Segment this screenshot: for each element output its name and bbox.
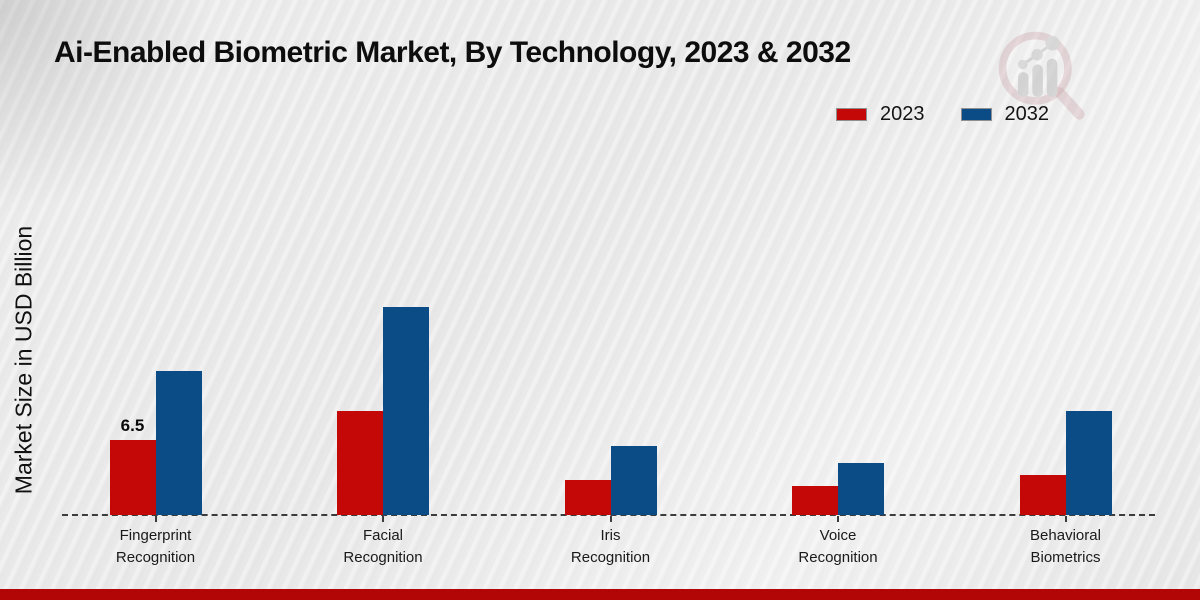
x-axis-tick <box>837 516 839 522</box>
category-label-iris-recognition: Iris Recognition <box>570 527 651 566</box>
category-label-fingerprint-recognition: Fingerprint Recognition <box>115 527 196 566</box>
bar-2023-behavioral-biometrics <box>1019 475 1066 515</box>
bar-2032-iris-recognition <box>610 446 657 515</box>
bar-2023-iris-recognition <box>564 480 611 515</box>
legend-swatch-2032 <box>960 108 992 121</box>
bar-value-label: 6.5 <box>120 416 145 435</box>
bar-2032-behavioral-biometrics <box>1065 411 1112 515</box>
bar-2023-fingerprint-recognition <box>109 440 156 515</box>
legend-label: 2023 <box>880 103 925 125</box>
x-axis-tick <box>382 516 384 522</box>
x-axis-tick <box>154 516 157 522</box>
legend-swatch-2023 <box>836 108 867 121</box>
x-axis-tick <box>1064 516 1067 522</box>
x-axis-tick <box>609 516 612 522</box>
bar-2032-fingerprint-recognition <box>155 371 202 515</box>
bar-2032-facial-recognition <box>383 307 429 515</box>
bar-2023-voice-recognition <box>792 486 838 515</box>
legend-label: 2032 <box>1004 103 1050 125</box>
footer-accent-band <box>0 589 1200 600</box>
magnifier-bar-chart-logo-icon <box>998 31 1085 120</box>
legend: 2023 2032 <box>836 103 1049 126</box>
category-label-behavioral-biometrics: Behavioral Biometrics <box>1030 527 1101 566</box>
x-axis-baseline <box>62 514 1155 516</box>
legend-item-2023: 2023 <box>836 103 925 126</box>
chart-title: Ai-Enabled Biometric Market, By Technolo… <box>54 36 851 69</box>
category-label-voice-recognition: Voice Recognition <box>798 527 878 566</box>
bar-2032-voice-recognition <box>838 463 884 515</box>
category-label-facial-recognition: Facial Recognition <box>343 527 423 566</box>
legend-item-2032: 2032 <box>960 103 1050 126</box>
bar-2023-facial-recognition <box>337 411 383 515</box>
